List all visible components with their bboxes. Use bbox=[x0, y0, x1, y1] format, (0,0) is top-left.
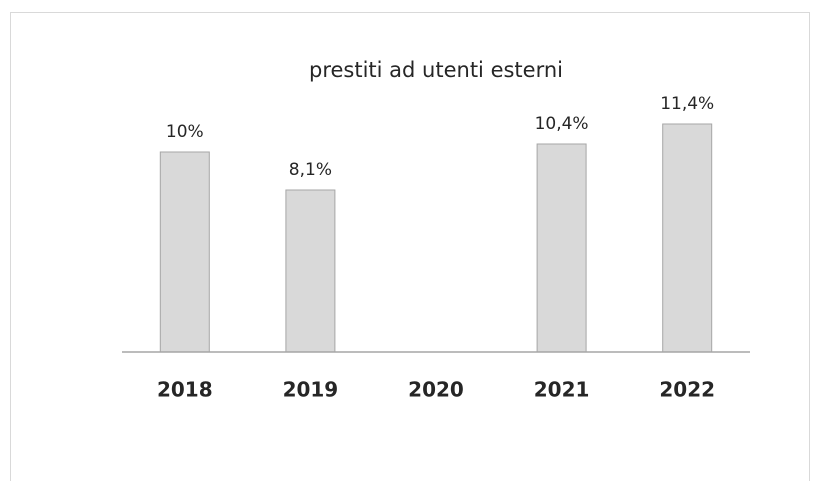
bar bbox=[662, 123, 713, 353]
x-tick-label: 2021 bbox=[534, 378, 590, 402]
x-tick-label: 2019 bbox=[283, 378, 339, 402]
x-tick-label: 2018 bbox=[157, 378, 213, 402]
data-label: 10% bbox=[166, 122, 204, 142]
x-tick-label: 2022 bbox=[659, 378, 715, 402]
chart-title: prestiti ad utenti esterni bbox=[309, 58, 563, 82]
bar bbox=[285, 189, 336, 353]
bar bbox=[159, 151, 210, 353]
bar bbox=[536, 143, 587, 353]
x-tick-label: 2020 bbox=[408, 378, 464, 402]
data-label: 8,1% bbox=[289, 160, 332, 180]
data-label: 10,4% bbox=[535, 114, 589, 134]
data-label: 11,4% bbox=[660, 94, 714, 114]
